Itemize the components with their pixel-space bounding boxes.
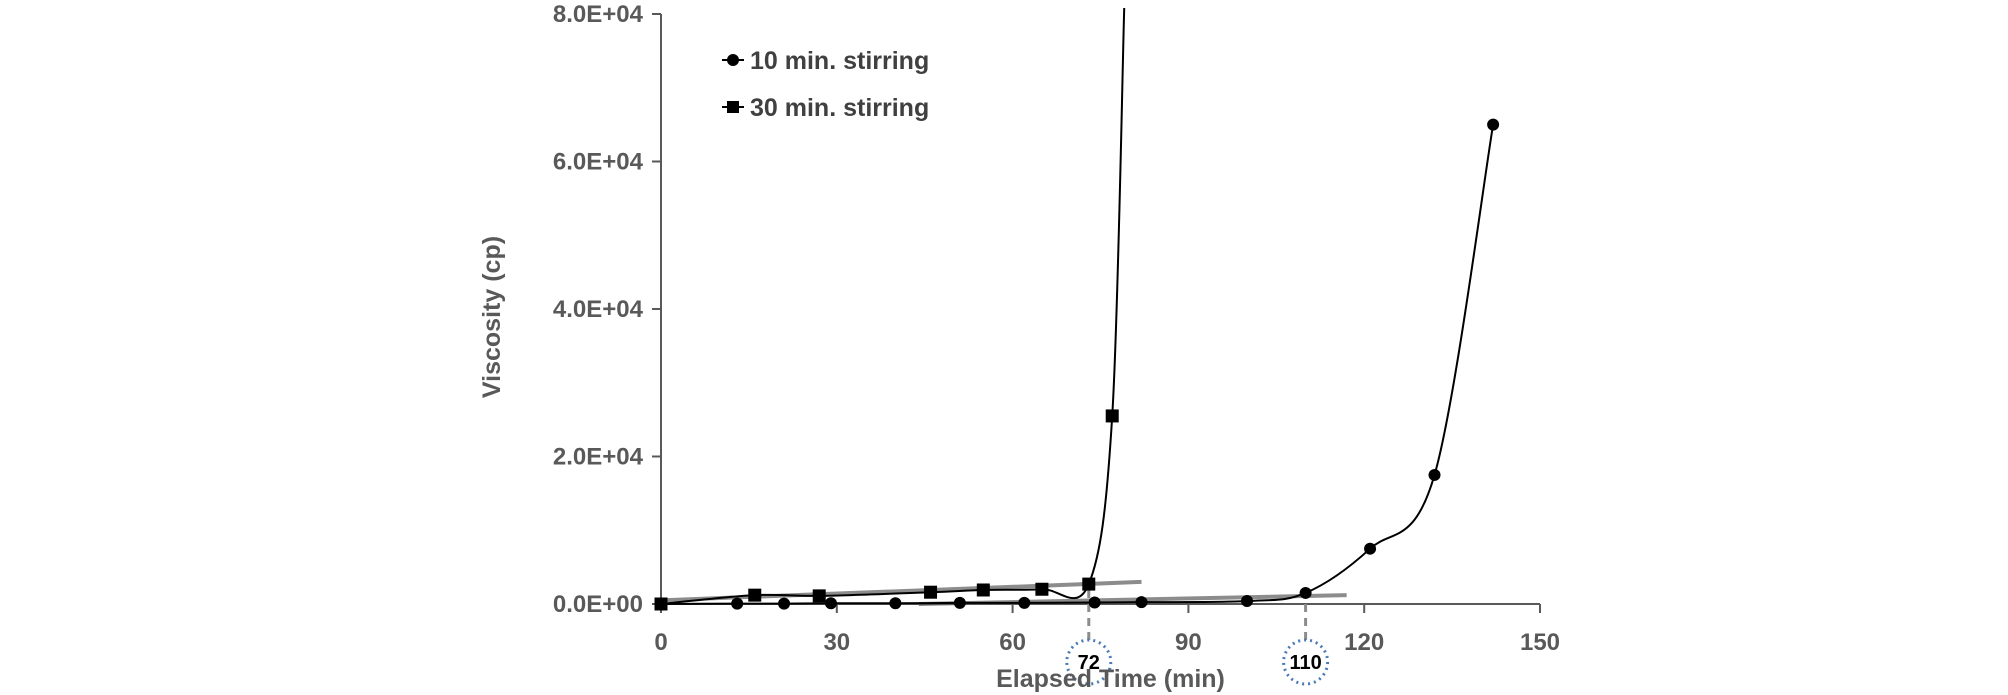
data-point-square (654, 597, 668, 611)
y-tick-label: 6.0E+04 (553, 149, 644, 176)
annotation-callout-label: 72 (1078, 652, 1100, 674)
data-point-circle (1428, 468, 1441, 481)
annotations: 72 110 (1065, 590, 1330, 686)
y-tick-label: 4.0E+04 (553, 296, 644, 323)
series-line (660, 124, 1495, 605)
y-axis-title: Viscosity (cp) (478, 236, 506, 398)
series-line (660, 7, 1126, 605)
y-tick-label: 8.0E+04 (553, 1, 644, 28)
x-tick-label: 150 (1520, 629, 1560, 656)
annotation-callout-circle (1065, 638, 1113, 686)
x-tick-label: 120 (1344, 629, 1384, 656)
data-point-square (1105, 409, 1119, 423)
data-point-circle (1299, 586, 1312, 599)
data-point-square (976, 583, 990, 597)
trend-line (660, 579, 1142, 603)
data-point-circle (1088, 596, 1101, 609)
x-tick-label: 60 (999, 629, 1026, 656)
y-tick-label: 2.0E+04 (553, 444, 644, 471)
data-point-circle (824, 597, 837, 610)
legend-item-10-min: 10 min. stirring (722, 47, 929, 75)
data-point-square (812, 589, 826, 603)
legend-label-10-min: 10 min. stirring (750, 47, 929, 75)
annotation-callout-label: 110 (1289, 652, 1321, 674)
data-point-square (1035, 582, 1049, 596)
data-point-circle (1135, 596, 1148, 609)
data-point-square (748, 588, 762, 602)
annotation-callout-circle (1282, 638, 1330, 686)
legend-square-marker-icon (727, 101, 739, 113)
data-point-circle (1487, 118, 1500, 131)
legend-label-30-min: 30 min. stirring (750, 94, 929, 122)
y-tick-label: 0.0E+00 (553, 591, 643, 618)
tick-labels: 0.0E+00 2.0E+04 4.0E+04 6.0E+04 8.0E+04 0 30 60… (553, 1, 1560, 656)
data-point-circle (1018, 596, 1031, 609)
legend-item-30-min: 30 min. stirring (722, 94, 929, 122)
data-point-circle (889, 597, 902, 610)
data-point-circle (953, 596, 966, 609)
x-axis-title: Elapsed Time (min) (996, 665, 1225, 693)
legend: 10 min. stirring 30 min. stirring (722, 47, 929, 122)
data-point-circle (731, 597, 744, 610)
data-point-square (924, 585, 938, 599)
x-tick-label: 30 (823, 629, 850, 656)
x-tick-label: 0 (654, 629, 667, 656)
data-point-circle (1241, 595, 1253, 608)
x-tick-label: 90 (1175, 629, 1202, 656)
data-point-circle (1364, 542, 1377, 555)
data-point-square (1082, 577, 1096, 591)
legend-circle-marker-icon (727, 54, 739, 66)
data-point-circle (778, 597, 791, 610)
series (654, 7, 1500, 611)
